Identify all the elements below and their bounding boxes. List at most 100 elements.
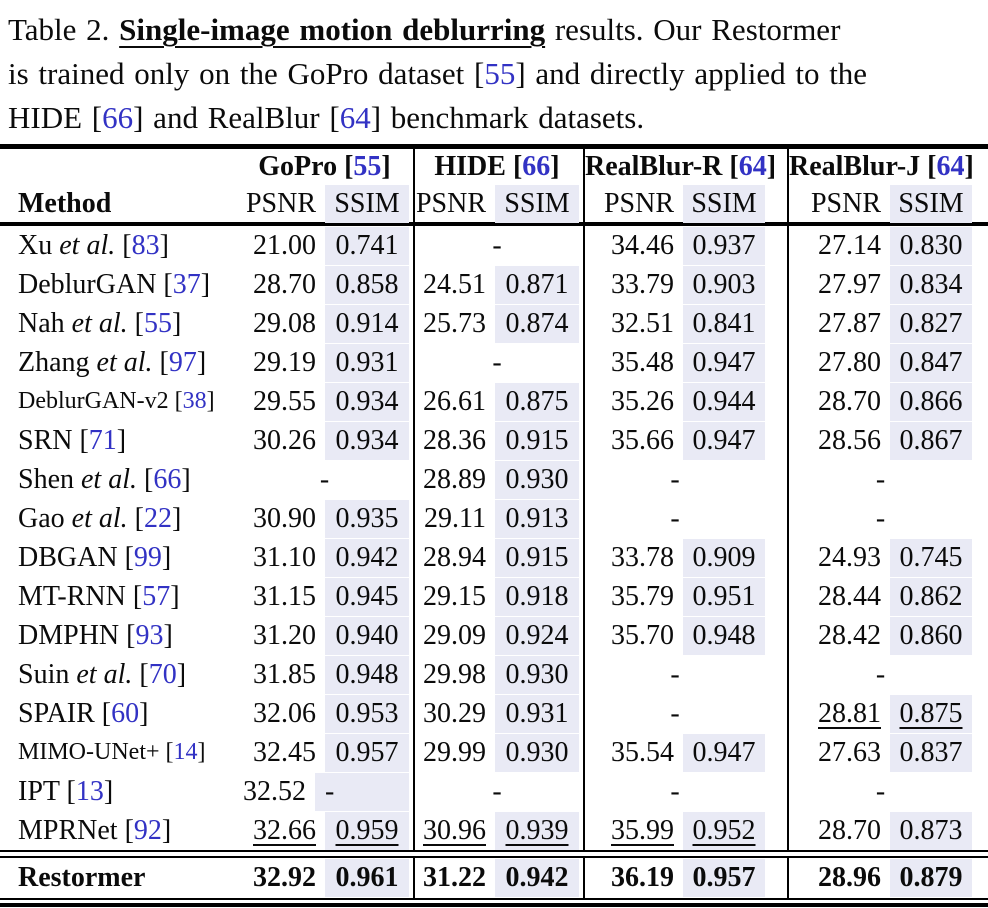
psnr-value: 29.11 <box>424 502 486 534</box>
ssim-value: 0.827 <box>890 304 972 343</box>
psnr-value: 30.29 <box>423 697 486 729</box>
metric-header-cell: PSNR SSIM <box>787 185 988 223</box>
psnr-value: 35.54 <box>611 736 674 768</box>
citation-ref: 37 <box>172 268 201 300</box>
dataset-label: HIDE [66] <box>415 151 579 183</box>
table-row: IPT [13] 32.52- - - - <box>0 772 988 811</box>
ssim-value: 0.924 <box>495 616 579 655</box>
dataset-group-cell: 35.79 0.951 <box>583 577 787 616</box>
ssim-value: 0.939 <box>495 811 579 850</box>
dataset-group-cell: - <box>787 655 988 694</box>
results-table: GoPro [55] HIDE [66] RealBlur-R [64] RealBl… <box>0 144 988 907</box>
dataset-group-cell: 28.44 0.862 <box>787 577 988 616</box>
ssim-value: 0.947 <box>683 343 765 382</box>
bracket: [ <box>132 580 143 612</box>
table-row: Zhang et al. [97] 29.19 0.931 - 35.48 0.947 27… <box>0 343 988 382</box>
bracket: ] <box>103 775 114 807</box>
bracket: [ <box>122 229 132 261</box>
ssim-value: 0.858 <box>325 265 409 304</box>
ssim-value: 0.931 <box>495 694 579 733</box>
ssim-value: 0.841 <box>683 304 765 343</box>
psnr-value: 27.14 <box>818 229 881 261</box>
table-row: Nah et al. [55] 29.08 0.914 25.73 0.874 32.51… <box>0 304 988 343</box>
psnr-value: 28.42 <box>818 619 881 651</box>
psnr-value: 28.89 <box>423 463 486 495</box>
dataset-group-cell: 32.51 0.841 <box>583 304 787 343</box>
dataset-group-cell: 28.36 0.915 <box>413 421 583 460</box>
missing-value: - <box>492 346 502 378</box>
psnr-value: 32.45 <box>253 736 316 768</box>
ssim-value: 0.745 <box>890 538 972 577</box>
ssim-value: 0.934 <box>325 421 409 460</box>
psnr-value: 21.00 <box>253 229 316 261</box>
method-cell: MIMO-UNet+ [14] <box>0 739 240 766</box>
method-name: Xu <box>18 229 53 261</box>
dataset-group-cell: 29.09 0.924 <box>413 616 583 655</box>
dataset-header-row: GoPro [55] HIDE [66] RealBlur-R [64] RealBl… <box>0 149 988 185</box>
psnr-value: 27.97 <box>818 268 881 300</box>
citation-ref: 55 <box>353 151 382 182</box>
dataset-group-cell: - <box>583 655 787 694</box>
ssim-value: 0.948 <box>325 655 409 694</box>
citation-ref: 70 <box>148 658 177 690</box>
method-name: Restormer <box>18 862 146 893</box>
citation-ref: 66 <box>153 463 182 495</box>
psnr-value: 26.61 <box>423 385 486 417</box>
psnr-value: 35.48 <box>611 346 674 378</box>
dataset-group-cell: 35.54 0.947 <box>583 733 787 772</box>
psnr-value: 27.63 <box>818 736 881 768</box>
ssim-value: 0.951 <box>683 577 765 616</box>
dataset-group-cell: 27.63 0.837 <box>787 733 988 772</box>
psnr-value: 24.93 <box>818 541 881 573</box>
dataset-group-cell: 33.78 0.909 <box>583 538 787 577</box>
bracket: [ <box>159 346 169 378</box>
col-header-realblur-j: RealBlur-J [64] <box>787 149 988 185</box>
bracket: ] <box>181 463 191 495</box>
missing-value: - <box>492 775 502 807</box>
psnr-value: 29.08 <box>253 307 316 339</box>
bracket: ] <box>196 346 207 378</box>
dataset-group-cell: 32.06 0.953 <box>240 694 413 733</box>
caption-line: Table 2. Single-image motion deblurring … <box>8 8 982 52</box>
missing-value: - <box>875 502 886 534</box>
method-space <box>126 581 133 612</box>
ssim-value: 0.875 <box>890 694 972 733</box>
ssim-value: - <box>315 772 409 811</box>
caption-text: ] benchmark datasets. <box>370 100 645 135</box>
bracket: [ <box>124 541 134 573</box>
ssim-value: 0.930 <box>495 655 579 694</box>
dataset-group-cell: 21.00 0.741 <box>240 226 413 265</box>
ssim-value: 0.860 <box>890 616 972 655</box>
method-cell: DeblurGAN-v2 [38] <box>0 388 240 415</box>
method-etal: et al. <box>69 658 140 690</box>
missing-value: - <box>875 658 886 690</box>
caption-text: HIDE [ <box>8 100 103 135</box>
method-name: Nah <box>18 307 65 339</box>
ssim-value: 0.914 <box>325 304 409 343</box>
table-row: SRN [71] 30.26 0.934 28.36 0.915 35.66 0.947 28… <box>0 421 988 460</box>
citation-ref: 64 <box>936 151 965 182</box>
missing-value: - <box>670 502 680 534</box>
ssim-value: 0.957 <box>325 733 409 772</box>
method-name: IPT <box>18 775 60 807</box>
ssim-value: 0.931 <box>325 343 409 382</box>
metric-header-cell: PSNR SSIM <box>413 185 583 223</box>
dataset-group-cell: 28.70 0.866 <box>787 382 988 421</box>
ssim-value: 0.952 <box>683 811 765 850</box>
ssim-value: 0.948 <box>683 616 765 655</box>
method-space <box>95 698 102 729</box>
psnr-header: PSNR <box>415 188 486 219</box>
method-cell: MPRNet [92] <box>0 815 240 847</box>
bracket: [ <box>124 814 134 846</box>
bracket: ] <box>116 424 127 456</box>
bracket: [ <box>174 388 183 414</box>
method-space <box>60 776 67 807</box>
dataset-group-cell: 29.11 0.913 <box>413 499 583 538</box>
ssim-value: 0.834 <box>890 265 972 304</box>
psnr-value: 29.15 <box>423 580 486 612</box>
dataset-group-cell: 24.93 0.745 <box>787 538 988 577</box>
ssim-value: 0.947 <box>683 421 765 460</box>
method-etal: et al. <box>89 346 160 378</box>
method-name: MT-RNN <box>18 580 126 612</box>
ssim-value: 0.944 <box>683 382 765 421</box>
